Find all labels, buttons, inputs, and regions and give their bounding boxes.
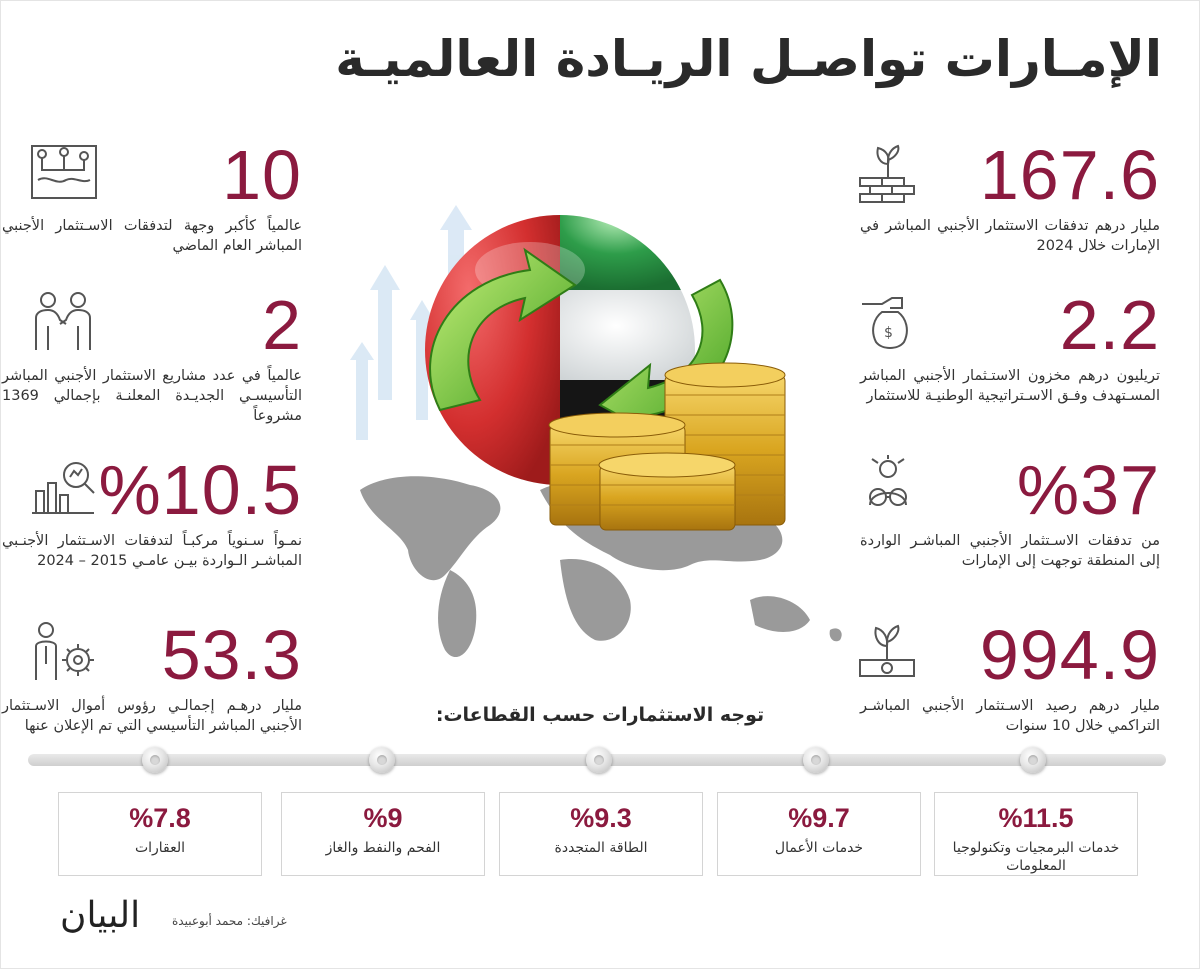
stat-description: عالمياً في عدد مشاريع الاستثمار الأجنبي … — [2, 368, 302, 424]
sector-percentage: %9.7 — [788, 803, 850, 833]
stat-greenfield-capital: 53.3 مليار درهـم إجمالـي رؤوس أموال الاس… — [2, 620, 302, 736]
stat-value: %10.5 — [98, 451, 302, 529]
stat-value: 10 — [222, 136, 302, 214]
stat-annual-growth: %10.5 نمـواً سـنوياً مركبـاً لتدفقات الا… — [2, 455, 302, 571]
stat-value: 2 — [262, 286, 302, 364]
hand-money-bag-icon: $ — [852, 290, 924, 354]
graphic-credit: غرافيك: محمد أبوعبيدة — [172, 914, 287, 928]
stat-fdi-stock: 2.2 تريليون درهم مخزون الاستـثمار الأجنب… — [860, 290, 1160, 406]
person-gear-icon — [28, 620, 100, 684]
stat-value: %37 — [1016, 451, 1160, 529]
sector-card-coal-oil-gas: %9 الفحم والنفط والغاز — [281, 792, 485, 876]
sector-label: الطاقة المتجددة — [554, 840, 648, 856]
sector-label: خدمات الأعمال — [774, 840, 864, 856]
stat-description: مليار درهم تدفقات الاستثمار الأجنبي المب… — [860, 218, 1160, 254]
stat-global-rank-projects: 2 عالمياً في عدد مشاريع الاستثمار الأجنب… — [2, 290, 302, 426]
stat-description: تريليون درهم مخزون الاستـثمار الأجنبي ال… — [860, 368, 1160, 404]
sector-label: خدمات البرمجيات وتكنولوجيا المعلومات — [952, 840, 1120, 874]
stat-description: نمـواً سـنوياً مركبـاً لتدفقات الاسـتثما… — [2, 533, 302, 569]
plant-bricks-icon — [852, 142, 924, 206]
stat-value: 53.3 — [161, 616, 302, 694]
newspaper-logo: البيان — [60, 895, 141, 936]
timeline-dot — [1020, 747, 1046, 773]
sector-percentage: %11.5 — [998, 803, 1074, 833]
sector-card-renewable-energy: %9.3 الطاقة المتجددة — [499, 792, 703, 876]
stat-value: 994.9 — [979, 616, 1160, 694]
sector-percentage: %9 — [363, 803, 403, 833]
svg-text:$: $ — [884, 325, 893, 341]
timeline-dot — [586, 747, 612, 773]
businessman-binoculars-icon — [852, 455, 924, 519]
chart-magnifier-icon — [28, 455, 100, 519]
plant-money-icon — [852, 620, 924, 684]
stat-description: مليار درهـم إجمالـي رؤوس أموال الاسـتثما… — [2, 698, 302, 734]
stat-description: مليار درهم رصيد الاسـتثمار الأجنبي المبا… — [860, 698, 1160, 734]
sectors-heading: توجه الاستثمارات حسب القطاعات: — [435, 704, 765, 726]
handshake-people-icon — [28, 290, 100, 354]
timeline-dot — [142, 747, 168, 773]
stat-region-share: %37 من تدفقات الاسـتثمار الأجنبي المباشـ… — [860, 455, 1160, 571]
globe-coins-illustration — [330, 160, 850, 670]
sector-percentage: %7.8 — [129, 803, 191, 833]
sector-label: العقارات — [134, 840, 186, 856]
stat-cumulative-fdi: 994.9 مليار درهم رصيد الاسـتثمار الأجنبي… — [860, 620, 1160, 736]
stat-fdi-inflows: 167.6 مليار درهم تدفقات الاستثمار الأجنب… — [860, 140, 1160, 256]
sector-card-real-estate: %7.8 العقارات — [58, 792, 262, 876]
stat-value: 2.2 — [1059, 286, 1160, 364]
sector-percentage: %9.3 — [570, 803, 632, 833]
sector-label: الفحم والنفط والغاز — [325, 840, 441, 856]
stat-global-rank-destination: 10 عالمياً كأكبر وجهة لتدفقات الاسـتثمار… — [2, 140, 302, 256]
network-map-icon — [28, 140, 100, 204]
sector-card-business-services: %9.7 خدمات الأعمال — [717, 792, 921, 876]
stat-value: 167.6 — [979, 136, 1160, 214]
stat-description: من تدفقات الاسـتثمار الأجنبي المباشـر ال… — [860, 533, 1160, 569]
sector-card-software-it: %11.5 خدمات البرمجيات وتكنولوجيا المعلوم… — [934, 792, 1138, 876]
timeline-dot — [803, 747, 829, 773]
timeline-dot — [369, 747, 395, 773]
page-title: الإمـارات تواصـل الريـادة العالميـة — [335, 30, 1162, 88]
stat-description: عالمياً كأكبر وجهة لتدفقات الاسـتثمار ال… — [2, 218, 302, 254]
